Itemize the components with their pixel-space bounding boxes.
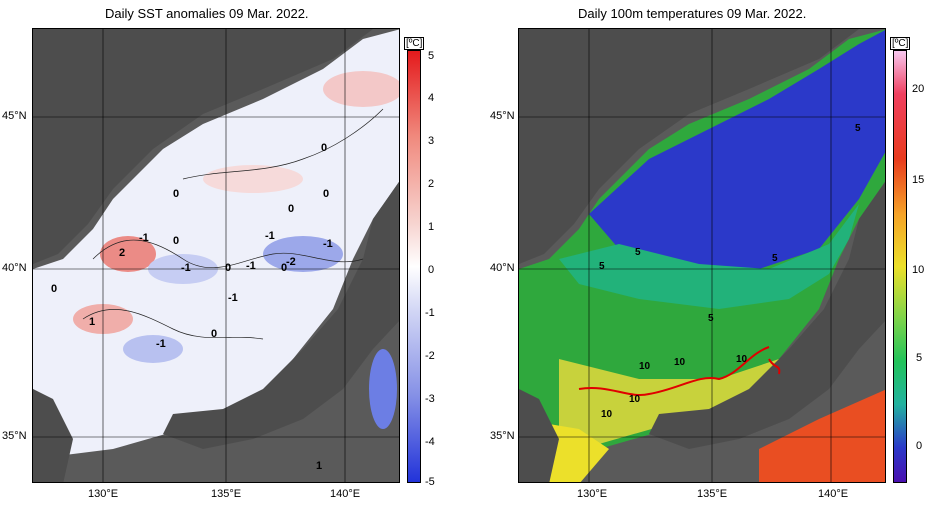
- colorbar-tick: 5: [916, 352, 923, 364]
- colorbar-tick: 15: [912, 174, 925, 186]
- colorbar-tick: 1: [428, 221, 435, 233]
- contour-label: 0: [321, 142, 327, 154]
- land-northwest: [33, 29, 373, 264]
- contour-label: 1: [89, 316, 95, 328]
- contour-label: 10: [736, 354, 748, 365]
- contour-label: -1: [228, 292, 238, 304]
- contour-label: 0: [51, 283, 57, 295]
- right-panel-title: Daily 100m temperatures 09 Mar. 2022.: [578, 6, 807, 21]
- lat-label: 45°N: [2, 110, 27, 122]
- temperature-100m-map: 5 5 5 5 5 10 10 10 10 10: [518, 28, 886, 483]
- colorbar-unit: [ºC]: [404, 37, 425, 50]
- contour-label: 2: [119, 247, 125, 259]
- colorbar-tick: -5: [425, 476, 435, 488]
- contour-line: [182, 108, 384, 180]
- lon-label: 140°E: [818, 488, 849, 500]
- temperature-colorbar: [893, 50, 907, 483]
- cool-water-band: [559, 204, 859, 309]
- contour-label: 1: [316, 460, 322, 472]
- colorbar-tick: -1: [425, 307, 435, 319]
- lon-label: 140°E: [330, 488, 361, 500]
- contour-label: -1: [246, 260, 256, 272]
- colorbar-tick: 20: [912, 83, 925, 95]
- lat-label: 40°N: [490, 262, 515, 274]
- warm-anomaly-north: [323, 71, 399, 107]
- contour-label: -2: [286, 256, 296, 268]
- colorbar-tick: -4: [425, 436, 435, 448]
- contour-line: [82, 309, 264, 340]
- cold-anomaly-east: [263, 236, 343, 272]
- contour-line: [92, 239, 364, 268]
- lat-label: 35°N: [2, 430, 27, 442]
- colorbar-tick: 2: [428, 178, 435, 190]
- cold-anomaly-coast: [369, 349, 397, 429]
- lat-label: 45°N: [490, 110, 515, 122]
- colorbar-tick: 3: [428, 135, 435, 147]
- contour-label: -1: [265, 230, 275, 242]
- contour-label: 0: [281, 262, 287, 274]
- hot-water-pacific: [759, 389, 885, 482]
- lon-label: 130°E: [577, 488, 608, 500]
- lon-label: 135°E: [211, 488, 242, 500]
- contour-label: 0: [225, 262, 231, 274]
- lat-label: 35°N: [490, 430, 515, 442]
- lat-label: 40°N: [2, 262, 27, 274]
- thermal-front-line: [578, 346, 781, 396]
- contour-label: -1: [156, 338, 166, 350]
- contour-label: 10: [674, 357, 686, 368]
- cold-anomaly-sw: [123, 335, 183, 363]
- colorbar-tick: -3: [425, 393, 435, 405]
- warm-water-south: [559, 359, 779, 449]
- land-korea-south: [33, 389, 73, 482]
- contour-label: 0: [288, 203, 294, 215]
- contour-label: 0: [173, 188, 179, 200]
- land-japan: [649, 181, 885, 449]
- land-northwest: [519, 29, 859, 264]
- contour-label: 10: [601, 409, 613, 420]
- contour-label: 5: [772, 253, 778, 264]
- land-japan: [163, 181, 399, 449]
- contour-label: -1: [139, 232, 149, 244]
- contour-label: 10: [629, 394, 641, 405]
- contour-label: 10: [639, 361, 651, 372]
- warm-anomaly-korea: [100, 236, 156, 272]
- colorbar-tick: 10: [912, 264, 925, 276]
- contour-label: 0: [323, 188, 329, 200]
- colorbar-unit: [ºC]: [890, 37, 911, 50]
- contour-label: -1: [323, 238, 333, 250]
- lon-label: 130°E: [88, 488, 119, 500]
- contour-label: 0: [173, 235, 179, 247]
- land-korea-south: [519, 389, 559, 482]
- warm-anomaly-central: [203, 165, 303, 193]
- contour-label: 5: [855, 123, 861, 134]
- contour-label: -1: [181, 262, 191, 274]
- sst-anomaly-map: 0 0 0 0 0 0 0 0 -1 -1 -1 -1 -1 -1 -1 -2 …: [32, 28, 400, 483]
- colorbar-tick: 5: [428, 50, 435, 62]
- contour-label: 5: [708, 313, 714, 324]
- contour-label: 0: [211, 328, 217, 340]
- contour-label: 5: [635, 247, 641, 258]
- lon-label: 135°E: [697, 488, 728, 500]
- left-panel-title: Daily SST anomalies 09 Mar. 2022.: [105, 6, 309, 21]
- colorbar-tick: 4: [428, 92, 435, 104]
- colorbar-tick: -2: [425, 350, 435, 362]
- colorbar-tick: 0: [428, 264, 435, 276]
- cold-water-north: [589, 30, 885, 269]
- contour-label: 5: [599, 261, 605, 272]
- colorbar-tick: 0: [916, 440, 923, 452]
- anomaly-colorbar: [407, 50, 421, 483]
